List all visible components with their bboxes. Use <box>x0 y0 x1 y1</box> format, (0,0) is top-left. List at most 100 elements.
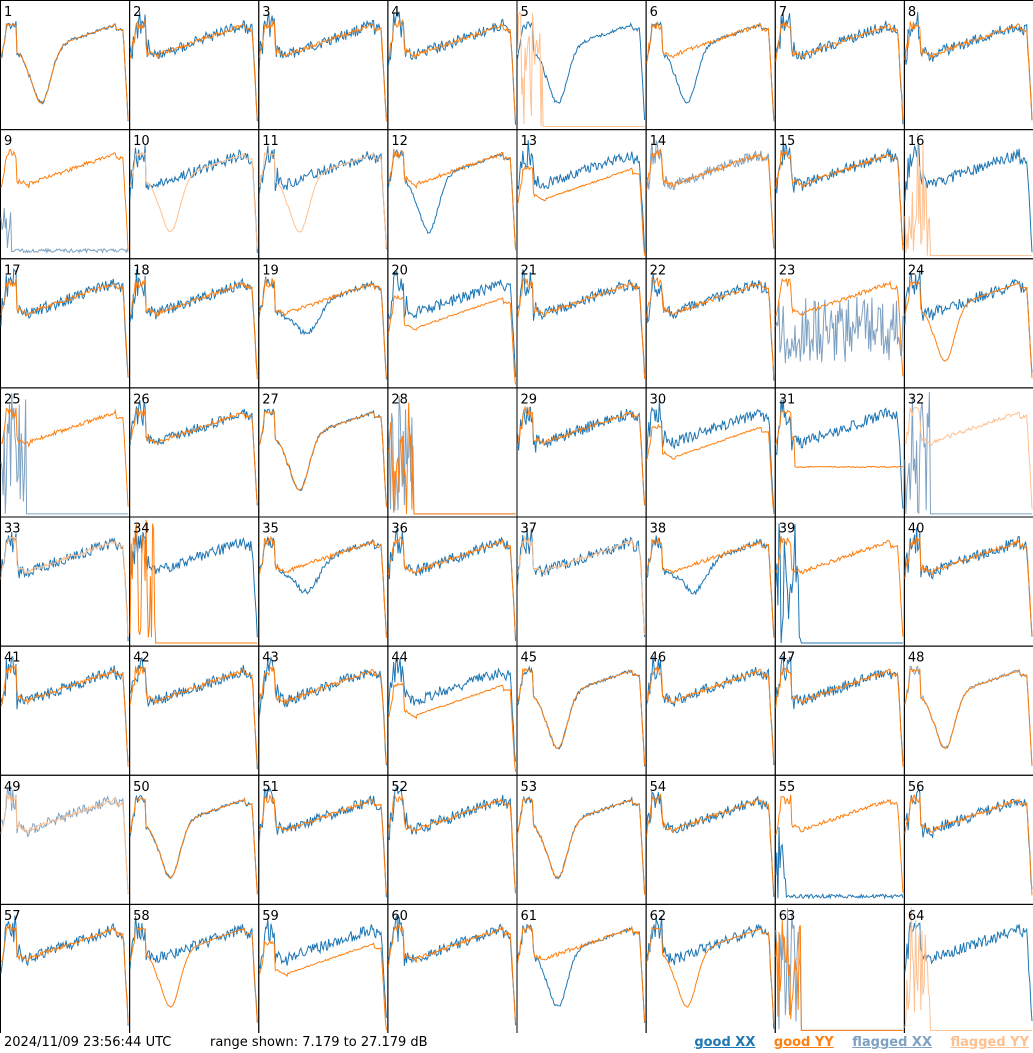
panel-32: 32 <box>903 387 1033 518</box>
series-xx-good <box>517 665 646 767</box>
series-yy-good <box>258 794 387 895</box>
panel-label: 34 <box>133 522 150 537</box>
panel-frame <box>903 903 1033 1033</box>
panel-label: 21 <box>521 263 538 278</box>
panel-frame <box>0 129 131 260</box>
panel-58: 58 <box>129 903 260 1033</box>
panel-31: 31 <box>774 387 905 518</box>
series-yy-good <box>646 537 775 638</box>
panel-label: 36 <box>391 522 408 537</box>
series-xx-good <box>387 271 516 378</box>
panel-47: 47 <box>774 645 905 776</box>
series-yy-good <box>387 794 516 893</box>
panel-label: 12 <box>391 134 408 149</box>
panel-5: 5 <box>516 0 647 131</box>
panel-label: 25 <box>4 392 21 407</box>
series-xx-flagged <box>904 665 1033 767</box>
series-yy-good <box>775 277 904 377</box>
panel-label: 39 <box>779 522 796 537</box>
series-xx-good <box>517 406 646 506</box>
series-xx-good <box>646 535 775 635</box>
panel-label: 15 <box>779 134 796 149</box>
series-xx-good <box>258 536 387 635</box>
series-yy-good <box>904 536 1033 636</box>
series-yy-good <box>258 410 387 508</box>
panel-label: 50 <box>133 780 150 795</box>
panel-frame <box>387 0 518 131</box>
panel-frame <box>903 0 1033 131</box>
panel-label: 45 <box>521 651 538 666</box>
series-xx-good <box>129 269 258 374</box>
panel-label: 26 <box>133 392 150 407</box>
panel-label: 59 <box>262 909 279 924</box>
panel-37: 37 <box>516 516 647 647</box>
series-xx-good <box>387 913 516 1026</box>
series-yy-good <box>646 148 775 248</box>
panel-50: 50 <box>129 774 260 905</box>
series-xx-good <box>258 13 387 118</box>
series-yy-good <box>0 923 129 1024</box>
panel-label: 28 <box>391 392 408 407</box>
panel-frame <box>774 0 905 131</box>
panel-40: 40 <box>903 516 1033 647</box>
series-yy-good <box>904 21 1033 119</box>
series-yy-good <box>904 667 1033 766</box>
panel-21: 21 <box>516 258 647 389</box>
series-yy-good <box>517 405 646 506</box>
series-yy-good <box>646 276 775 378</box>
series-yy-good <box>904 794 1033 896</box>
panel-11: 11 <box>258 129 389 260</box>
panel-label: 60 <box>391 909 408 924</box>
panel-label: 46 <box>650 651 667 666</box>
series-yy-good <box>258 940 387 1031</box>
series-xx-good <box>129 657 258 770</box>
series-xx-flagged <box>0 393 129 515</box>
series-xx-flagged <box>0 208 129 255</box>
panel-label: 51 <box>262 780 279 795</box>
panel-26: 26 <box>129 387 260 518</box>
series-xx-good <box>517 20 646 121</box>
panel-18: 18 <box>129 258 260 389</box>
panel-9: 9 <box>0 129 131 260</box>
panel-label: 27 <box>262 392 279 407</box>
panel-56: 56 <box>903 774 1033 905</box>
panel-frame <box>645 0 776 131</box>
series-yy-flagged <box>0 535 129 637</box>
series-yy-good <box>129 519 258 644</box>
panel-label: 53 <box>521 780 538 795</box>
series-yy-good <box>904 280 1033 379</box>
series-xx-good <box>387 528 516 641</box>
panel-46: 46 <box>645 645 776 776</box>
series-yy-good <box>775 666 904 767</box>
panel-label: 29 <box>521 392 538 407</box>
panel-label: 42 <box>133 651 150 666</box>
series-xx-good <box>517 923 646 1023</box>
series-xx-good <box>646 915 775 1029</box>
panel-6: 6 <box>645 0 776 131</box>
series-yy-good <box>775 794 904 893</box>
panel-36: 36 <box>387 516 518 647</box>
series-yy-good <box>129 279 258 380</box>
series-yy-flagged <box>517 11 645 127</box>
panel-label: 48 <box>908 651 925 666</box>
panel-frame <box>129 0 260 131</box>
series-yy-good <box>0 22 129 120</box>
legend-good-xx: good XX <box>694 1035 756 1050</box>
series-yy-good <box>388 18 516 121</box>
panel-label: 22 <box>650 263 667 278</box>
panel-label: 31 <box>779 392 796 407</box>
series-yy-good <box>775 21 904 121</box>
panel-label: 19 <box>262 263 279 278</box>
series-yy-good <box>387 536 516 637</box>
series-yy-flagged <box>258 151 387 249</box>
series-xx-good <box>775 142 904 245</box>
series-yy-good <box>517 277 646 380</box>
panel-label: 63 <box>779 909 796 924</box>
panel-label: 32 <box>908 392 925 407</box>
panel-label: 61 <box>521 909 538 924</box>
series-yy-good <box>775 149 904 251</box>
panel-8: 8 <box>903 0 1033 131</box>
panel-label: 56 <box>908 780 925 795</box>
panel-39: 39 <box>774 516 905 647</box>
